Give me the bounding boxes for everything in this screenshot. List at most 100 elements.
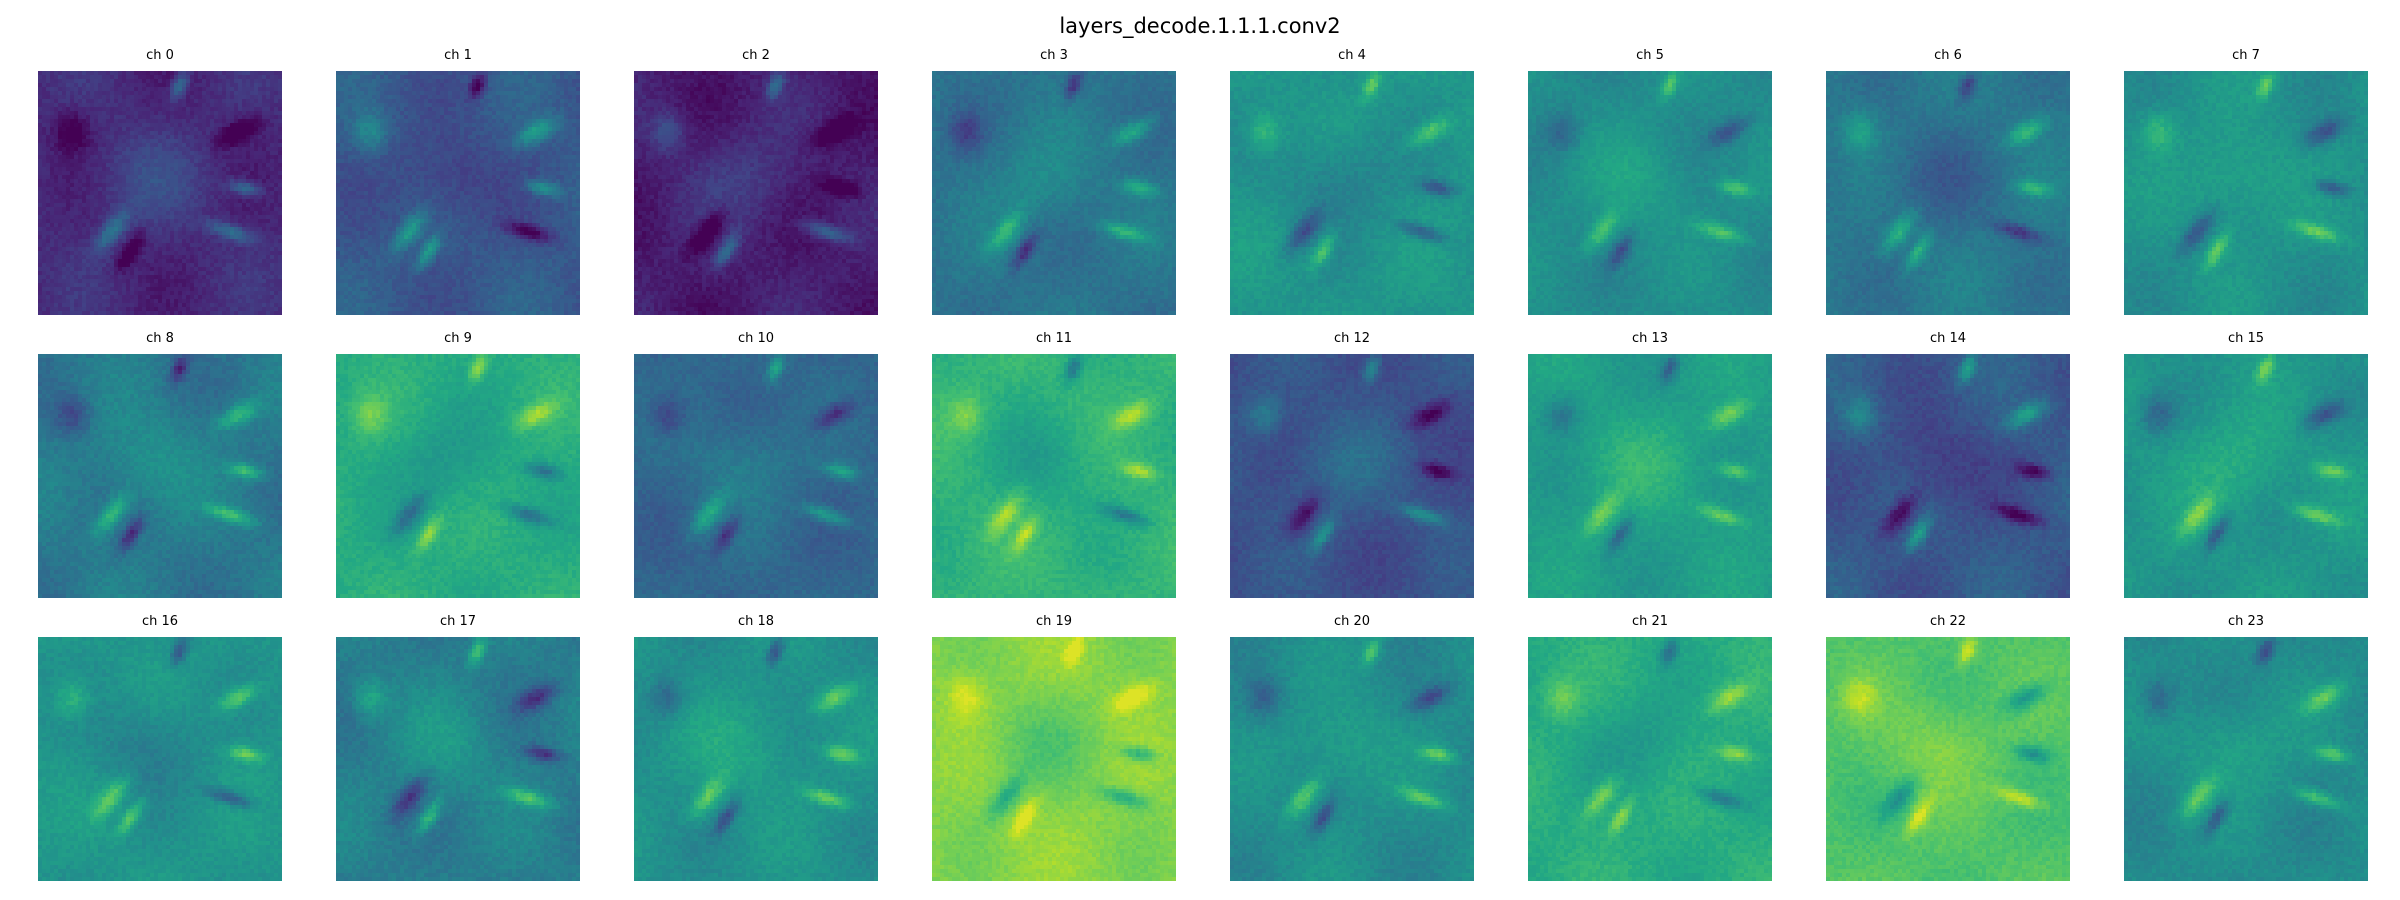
heatmap-cell: [396, 131, 401, 136]
heatmap-cell: [154, 231, 159, 236]
heatmap-cell: [106, 311, 111, 315]
heatmap-cell: [250, 271, 255, 276]
heatmap-cell: [520, 139, 525, 144]
heatmap-cell: [146, 115, 151, 120]
heatmap-cell: [266, 135, 271, 140]
heatmap-cell: [130, 99, 135, 104]
heatmap-cell: [90, 231, 95, 236]
heatmap-cell: [126, 247, 131, 252]
heatmap-cell: [62, 187, 67, 192]
heatmap-cell: [82, 275, 87, 280]
heatmap-cell: [198, 219, 203, 224]
heatmap-cell: [540, 131, 545, 136]
heatmap-cell: [572, 91, 577, 96]
heatmap-cell: [206, 107, 211, 112]
heatmap-cell: [274, 251, 279, 256]
heatmap-cell: [504, 143, 509, 148]
heatmap-cell: [456, 119, 461, 124]
heatmap-cell: [122, 103, 127, 108]
heatmap-cell: [218, 119, 223, 124]
heatmap-cell: [476, 119, 481, 124]
heatmap-cell: [250, 155, 255, 160]
heatmap-cell: [194, 175, 199, 180]
heatmap-cell: [190, 275, 195, 280]
heatmap-cell: [408, 131, 413, 136]
heatmap-cell: [170, 231, 175, 236]
heatmap-cell: [352, 87, 357, 92]
heatmap-cell: [90, 287, 95, 292]
heatmap-cell: [174, 171, 179, 176]
heatmap-cell: [50, 91, 55, 96]
heatmap-cell: [210, 259, 215, 264]
heatmap-cell: [154, 291, 159, 296]
heatmap-cell: [42, 211, 47, 216]
heatmap-cell: [194, 307, 199, 312]
heatmap-cell: [170, 263, 175, 268]
heatmap-cell: [528, 151, 533, 156]
heatmap-cell: [54, 175, 59, 180]
heatmap-cell: [274, 227, 279, 232]
heatmap-cell: [214, 247, 219, 252]
heatmap-cell: [190, 311, 195, 315]
heatmap-cell: [166, 127, 171, 132]
heatmap-cell: [122, 155, 127, 160]
heatmap-cell: [230, 143, 235, 148]
heatmap-cell: [360, 91, 365, 96]
heatmap-cell: [98, 303, 103, 308]
heatmap-cell: [70, 263, 75, 268]
heatmap-cell: [154, 223, 159, 228]
heatmap-cell: [500, 107, 505, 112]
heatmap-cell: [230, 147, 235, 152]
heatmap-cell: [416, 151, 421, 156]
heatmap-cell: [384, 99, 389, 104]
heatmap-cell: [214, 311, 219, 315]
heatmap-cell: [508, 83, 513, 88]
heatmap-cell: [74, 127, 79, 132]
heatmap-cell: [54, 75, 59, 80]
heatmap-cell: [82, 183, 87, 188]
heatmap-cell: [364, 103, 369, 108]
heatmap-cell: [38, 135, 43, 140]
heatmap-cell: [162, 247, 167, 252]
heatmap-cell: [186, 163, 191, 168]
heatmap-cell: [278, 143, 282, 148]
heatmap-cell: [78, 179, 83, 184]
heatmap-cell: [146, 215, 151, 220]
heatmap-cell: [110, 267, 115, 272]
heatmap-cell: [62, 167, 67, 172]
heatmap-cell: [110, 199, 115, 204]
heatmap-cell: [98, 151, 103, 156]
heatmap-cell: [74, 215, 79, 220]
heatmap-cell: [186, 187, 191, 192]
heatmap-cell: [500, 75, 505, 80]
heatmap-cell: [234, 247, 239, 252]
heatmap-cell: [150, 179, 155, 184]
heatmap-cell: [158, 291, 163, 296]
heatmap-cell: [166, 231, 171, 236]
heatmap-cell: [234, 267, 239, 272]
heatmap-cell: [54, 91, 59, 96]
heatmap-cell: [78, 295, 83, 300]
heatmap-cell: [210, 151, 215, 156]
heatmap-cell: [516, 135, 521, 140]
heatmap-cell: [266, 251, 271, 256]
heatmap-cell: [146, 299, 151, 304]
heatmap-cell: [154, 251, 159, 256]
heatmap-cell: [424, 99, 429, 104]
heatmap-cell: [86, 295, 91, 300]
heatmap-cell: [548, 75, 553, 80]
heatmap-cell: [218, 131, 223, 136]
heatmap-cell: [126, 151, 131, 156]
heatmap-cell: [94, 139, 99, 144]
heatmap-cell: [134, 311, 139, 315]
heatmap-cell: [102, 79, 107, 84]
heatmap-cell: [274, 175, 279, 180]
heatmap-cell: [444, 71, 449, 76]
heatmap-cell: [428, 87, 433, 92]
heatmap-cell: [150, 223, 155, 228]
heatmap-cell: [102, 71, 107, 76]
heatmap-cell: [46, 235, 51, 240]
heatmap-cell: [82, 127, 87, 132]
heatmap-cell: [202, 295, 207, 300]
heatmap-cell: [274, 79, 279, 84]
